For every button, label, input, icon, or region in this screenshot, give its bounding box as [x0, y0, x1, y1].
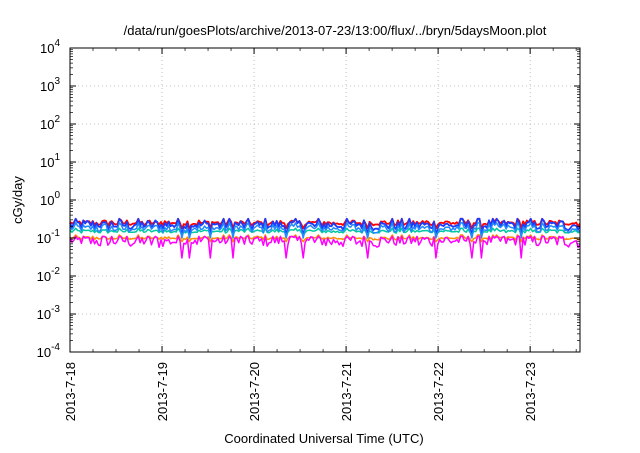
y-tick-base: 10 [37, 307, 51, 322]
grid-lines [70, 48, 580, 352]
y-tick-base: 10 [37, 231, 51, 246]
x-tick-label: 2013-7-22 [431, 362, 446, 421]
y-tick-exponent: -2 [51, 266, 60, 277]
x-tick-label: 2013-7-21 [339, 362, 354, 421]
y-tick-exponent: -4 [51, 342, 60, 353]
y-tick-label: 101 [40, 152, 60, 170]
series-line [69, 217, 581, 236]
y-tick-label: 100 [40, 190, 60, 208]
y-tick-base: 10 [40, 155, 54, 170]
x-tick-label: 2013-7-19 [155, 362, 170, 421]
y-axis-label: cGy/day [10, 176, 25, 224]
y-tick-base: 10 [37, 269, 51, 284]
y-tick-label: 104 [40, 38, 60, 56]
y-tick-label: 10-1 [37, 228, 61, 246]
series-line [69, 235, 581, 259]
series-line [69, 222, 581, 239]
y-tick-exponent: 2 [54, 114, 60, 125]
x-tick-label: 2013-7-23 [523, 362, 538, 421]
x-axis-ticks: 2013-7-18 2013-7-19 2013-7-20 2013-7-21 2013… [63, 48, 577, 421]
y-tick-base: 10 [40, 193, 54, 208]
y-tick-label: 10-4 [37, 342, 61, 360]
y-tick-label: 10-2 [37, 266, 61, 284]
y-tick-base: 10 [40, 117, 54, 132]
y-tick-label: 10-3 [37, 304, 61, 322]
y-tick-base: 10 [40, 79, 54, 94]
series-line [69, 227, 581, 236]
x-axis-label: Coordinated Universal Time (UTC) [224, 431, 423, 446]
chart-title: /data/run/goesPlots/archive/2013-07-23/1… [124, 23, 547, 38]
y-tick-exponent: 1 [54, 152, 60, 163]
y-tick-exponent: -3 [51, 304, 60, 315]
x-tick-label: 2013-7-18 [63, 362, 78, 421]
data-series [69, 217, 581, 259]
y-tick-label: 103 [40, 76, 60, 94]
y-tick-exponent: -1 [51, 228, 60, 239]
y-tick-base: 10 [40, 41, 54, 56]
y-tick-base: 10 [37, 345, 51, 360]
y-tick-exponent: 3 [54, 76, 60, 87]
y-tick-exponent: 4 [54, 38, 60, 49]
y-tick-label: 102 [40, 114, 60, 132]
x-tick-label: 2013-7-20 [247, 362, 262, 421]
y-tick-exponent: 0 [54, 190, 60, 201]
